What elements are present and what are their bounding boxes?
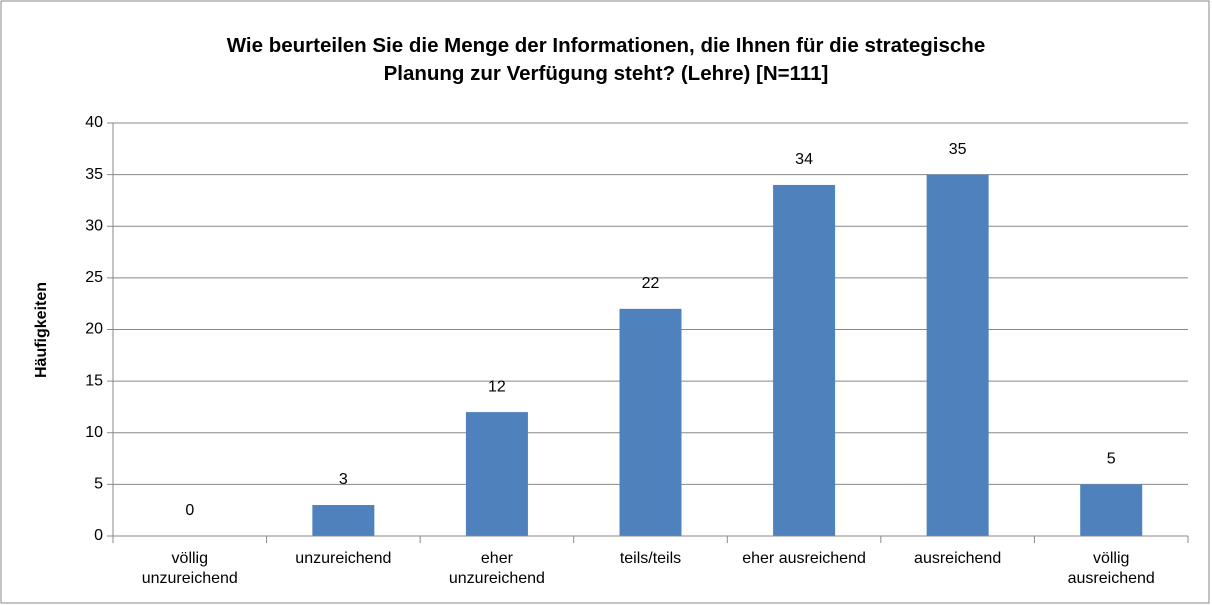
data-label: 12 <box>488 378 506 395</box>
data-label: 0 <box>185 502 194 519</box>
bar <box>1080 484 1143 536</box>
bar <box>312 505 375 536</box>
y-tick-label: 30 <box>85 217 103 234</box>
data-label: 5 <box>1107 451 1116 468</box>
x-tick-label: eher ausreichend <box>742 550 866 567</box>
x-tick-label: eher unzureichend <box>448 550 545 587</box>
y-tick-label: 35 <box>85 166 103 183</box>
x-tick-label: ausreichend <box>914 550 1002 567</box>
y-tick-label: 0 <box>94 527 103 544</box>
data-label: 22 <box>642 275 660 292</box>
x-tick-label: teils/teils <box>619 550 682 567</box>
y-tick-label: 5 <box>94 476 103 493</box>
bar <box>465 412 528 536</box>
x-tick-label: unzureichend <box>295 550 392 567</box>
y-tick-label: 20 <box>85 321 103 338</box>
x-tick-label: völlig unzureichend <box>141 550 238 587</box>
chart-title: Wie beurteilen Sie die Menge der Informa… <box>226 34 986 85</box>
data-label: 34 <box>795 151 813 168</box>
y-tick-label: 25 <box>85 269 103 286</box>
y-axis-label: Häufigkeiten <box>33 282 50 378</box>
bar <box>926 174 989 536</box>
data-label: 35 <box>949 141 967 158</box>
x-tick-label: völlig ausreichend <box>1067 550 1155 587</box>
y-tick-label: 40 <box>85 114 103 131</box>
y-tick-label: 10 <box>85 424 103 441</box>
y-tick-label: 15 <box>85 372 103 389</box>
bar <box>773 184 836 536</box>
bar <box>619 308 682 536</box>
data-label: 3 <box>339 471 348 488</box>
